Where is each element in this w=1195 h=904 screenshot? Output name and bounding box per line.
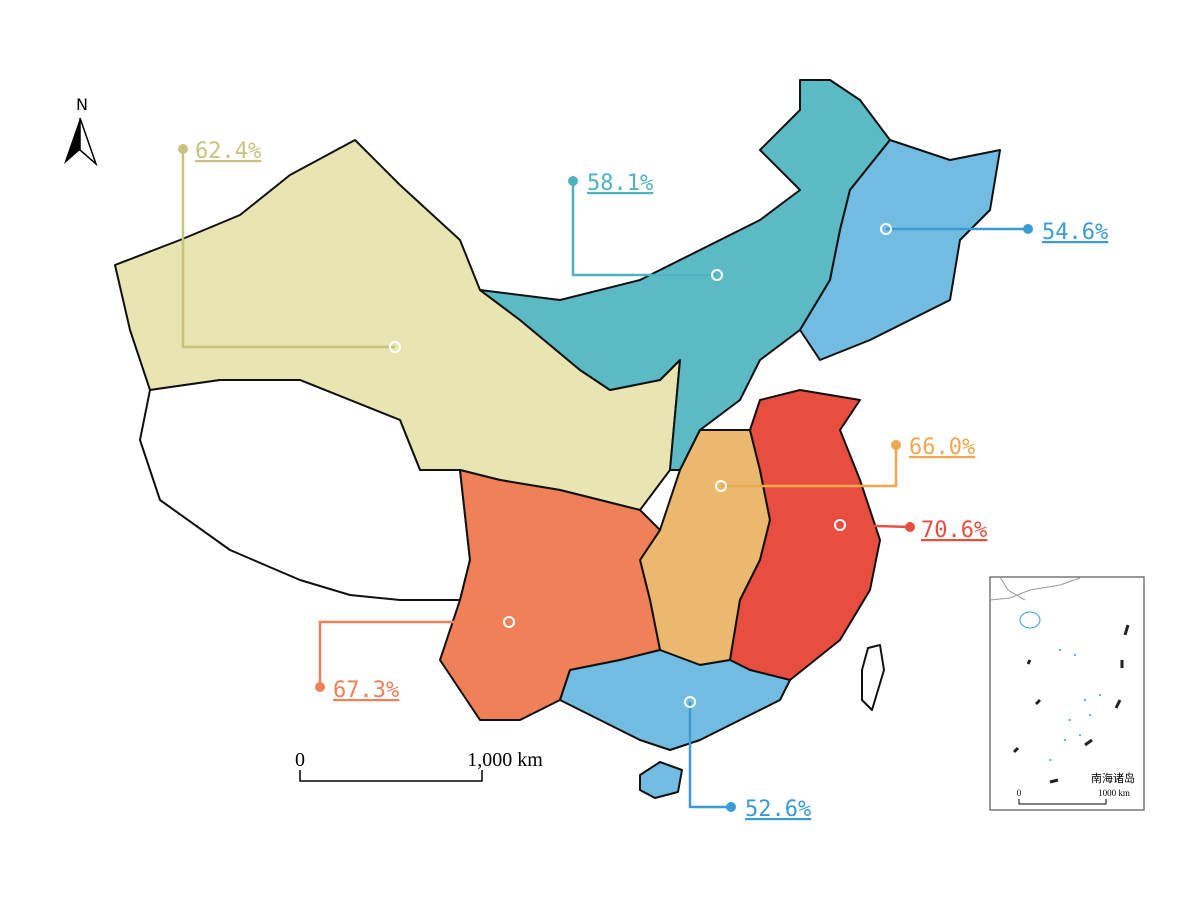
value-label: 58.1% xyxy=(587,171,653,196)
leader-line xyxy=(181,149,395,349)
inset-scale-end: 1000 km xyxy=(1098,788,1130,798)
scale-bar xyxy=(299,770,483,782)
leader-dot xyxy=(905,522,915,532)
inset-dashes xyxy=(1012,624,1130,784)
region-centroid xyxy=(684,696,696,708)
leader-line xyxy=(839,523,911,529)
inset: 南海诸岛 0 1000 km xyxy=(989,576,1145,811)
value-label: 52.6% xyxy=(745,797,811,822)
region xyxy=(861,644,885,711)
region xyxy=(799,139,1001,361)
leader-line xyxy=(318,620,509,687)
region-centroid xyxy=(715,480,727,492)
inset-coast xyxy=(989,576,1081,601)
inset-hainan xyxy=(1019,611,1041,629)
value-label: 66.0% xyxy=(909,435,975,460)
inset-title: 南海诸岛 xyxy=(1091,771,1135,785)
region xyxy=(559,649,791,751)
region-centroid xyxy=(503,616,515,628)
leader-dot xyxy=(1023,224,1033,234)
region-centroid xyxy=(711,269,723,281)
north-label: N xyxy=(76,95,88,114)
north-arrow-left xyxy=(64,118,80,164)
scale-start: 0 xyxy=(295,749,305,771)
value-label: 70.6% xyxy=(921,518,987,543)
inset-frame xyxy=(989,576,1145,811)
inset-scale-start: 0 xyxy=(1017,788,1022,798)
leader-line xyxy=(688,702,731,809)
leader-dot xyxy=(178,144,188,154)
value-label: 67.3% xyxy=(333,678,399,703)
region xyxy=(639,761,683,799)
value-label: 54.6% xyxy=(1042,220,1108,245)
leader-dot xyxy=(568,176,578,186)
leader-dot xyxy=(726,802,736,812)
region-centroid xyxy=(389,341,401,353)
inset-islands xyxy=(1049,649,1101,761)
value-label: 62.4% xyxy=(195,139,261,164)
inset-scale-bar xyxy=(1018,799,1107,805)
scale-end: 1,000 km xyxy=(467,749,543,771)
north-arrow-right xyxy=(79,117,98,167)
region-centroid xyxy=(834,519,846,531)
region-centroid xyxy=(880,223,892,235)
leader-line xyxy=(571,181,717,277)
leader-dot xyxy=(315,682,325,692)
regions xyxy=(114,79,1001,799)
leaders: 62.4% 58.1% 54.6% 66.0% 70.6% 67.3% 52.6% xyxy=(178,139,1108,822)
leader-dot xyxy=(891,440,901,450)
leader-line xyxy=(721,445,898,488)
region xyxy=(729,389,881,681)
